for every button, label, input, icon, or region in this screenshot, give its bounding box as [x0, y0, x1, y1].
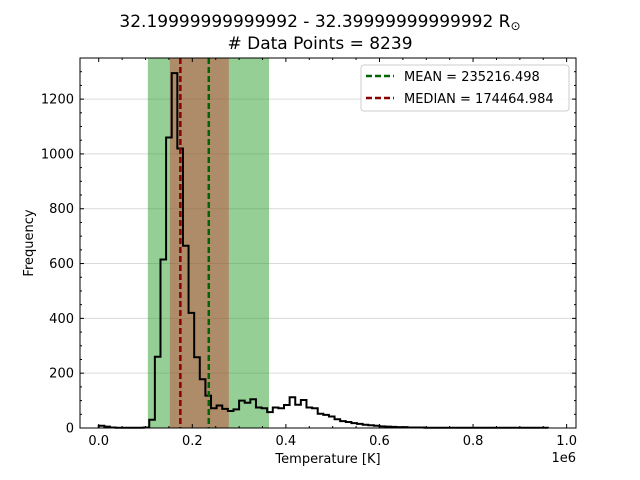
y-tick-label-1: 200 [49, 367, 74, 382]
chart-title-line2: # Data Points = 8239 [227, 34, 412, 54]
x-tick-label-0: 0.0 [88, 434, 109, 449]
x-tick-label-2: 0.4 [276, 434, 297, 449]
x-tick-label-3: 0.6 [369, 434, 390, 449]
y-tick-label-0: 0 [66, 422, 74, 437]
y-tick-label-3: 600 [49, 257, 74, 272]
x-tick-label-5: 1.0 [556, 434, 577, 449]
statistic-lines [179, 58, 211, 428]
legend-mean-label: MEAN = 235216.498 [404, 70, 540, 85]
y-tick-label-4: 800 [49, 202, 74, 217]
chart-title-line1: 32.19999999999992 - 32.39999999999992 R⊙ [119, 12, 520, 33]
x-axis-label: Temperature [K] [274, 452, 380, 467]
y-tick-label-5: 1000 [41, 147, 74, 162]
legend: MEAN = 235216.498 MEDIAN = 174464.984 [360, 64, 570, 112]
y-tick-label-6: 1200 [41, 93, 74, 108]
y-axis-label: Frequency [22, 209, 37, 276]
plot-frame [79, 57, 577, 429]
chart-title-text: 32.19999999999992 - 32.39999999999992 R [119, 12, 510, 32]
legend-median-label: MEDIAN = 174464.984 [404, 92, 554, 107]
x-tick-label-4: 0.8 [463, 434, 484, 449]
x-tick-label-1: 0.2 [182, 434, 203, 449]
sun-symbol: ⊙ [511, 19, 521, 33]
axis-ticks: 0.0 0.2 0.4 0.6 0.8 1.0 0 200 400 600 800 1000 1200 [41, 57, 577, 449]
legend-box [360, 64, 570, 112]
y-tick-label-2: 400 [49, 312, 74, 327]
x-offset-label: 1e6 [551, 451, 576, 466]
